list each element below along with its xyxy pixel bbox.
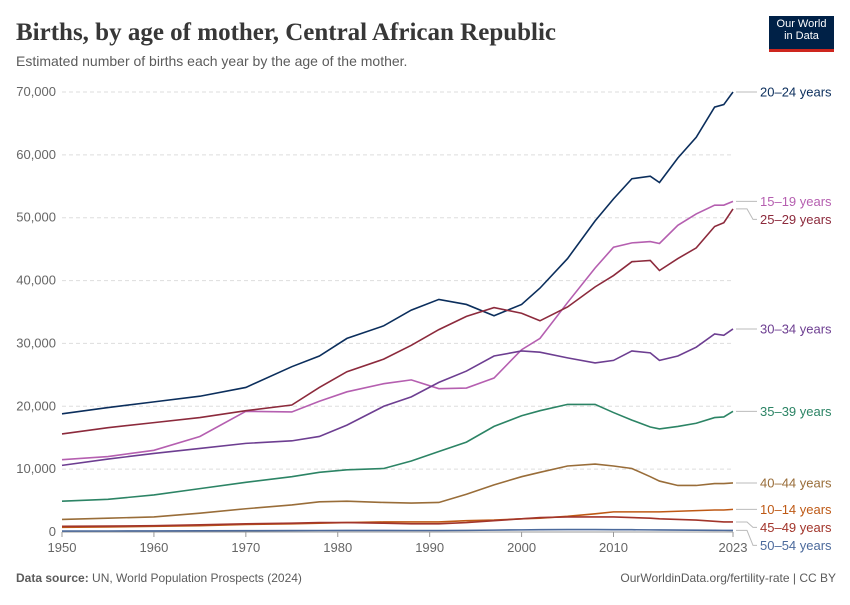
chart-title: Births, by age of mother, Central Africa…: [16, 19, 556, 46]
y-tick-label: 20,000: [16, 398, 56, 413]
source: UN, World Population Prospects (2024): [92, 571, 302, 585]
legend-label: 25–29 years: [760, 212, 832, 227]
label-connector: [736, 521, 757, 528]
legend-label: 50–54 years: [760, 538, 832, 553]
series-line: [61, 528, 734, 532]
x-tick-label: 1970: [231, 540, 260, 555]
x-tick-label: 2023: [719, 540, 748, 555]
legend-label: 30–34 years: [760, 321, 832, 336]
series-line: [61, 91, 734, 415]
legend-label: 15–19 years: [760, 194, 832, 209]
x-tick-label: 2000: [507, 540, 536, 555]
y-tick-label: 70,000: [16, 84, 56, 99]
y-tick-label: 0: [49, 524, 56, 539]
y-tick-label: 50,000: [16, 210, 56, 225]
y-tick-label: 30,000: [16, 335, 56, 350]
legend-label: 35–39 years: [760, 404, 832, 419]
subtitle: Estimated number of births each year by …: [16, 53, 407, 69]
series-line: [61, 200, 734, 461]
x-tick-label: 1960: [139, 540, 168, 555]
x-tick-label: 1950: [48, 540, 77, 555]
y-tick-label: 40,000: [16, 273, 56, 288]
logo: Our World in Data: [776, 18, 827, 42]
plot: 0 10,000 20,000 30,000 40,000 50,000 60,000 70,…: [16, 84, 832, 555]
series-line: [61, 516, 733, 528]
footer-link[interactable]: OurWorldinData.org/fertility-rate | CC B…: [620, 571, 836, 585]
logo-text: Our World in Data: [776, 18, 827, 42]
series-line: [61, 328, 734, 467]
series-line: [61, 463, 734, 521]
x-tick-label: 1990: [415, 540, 444, 555]
series-line: [61, 403, 734, 502]
legend-label: 45–49 years: [760, 520, 832, 535]
y-tick-label: 60,000: [16, 147, 56, 162]
legend-label: 20–24 years: [760, 85, 832, 100]
source-label: Data source:: [16, 571, 89, 585]
x-tick-label: 1980: [323, 540, 352, 555]
label-connector: [736, 208, 757, 220]
logo-box: [769, 16, 834, 52]
x-tick-label: 2010: [599, 540, 628, 555]
y-tick-label: 10,000: [16, 461, 56, 476]
footer-source: Data source: UN, World Population Prospe…: [16, 571, 302, 585]
legend-label: 40–44 years: [760, 475, 832, 490]
logo-bar: [769, 49, 834, 52]
series-line: [61, 208, 734, 435]
label-connector: [736, 529, 757, 546]
legend-label: 10–14 years: [760, 502, 832, 517]
